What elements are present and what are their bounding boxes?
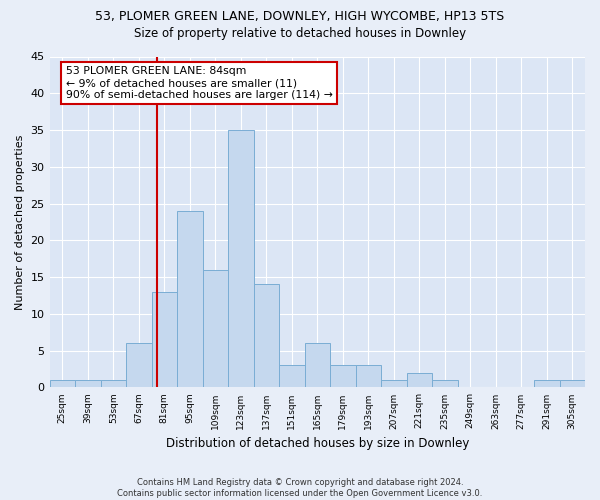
Bar: [203, 270, 228, 388]
Bar: [279, 366, 305, 388]
Bar: [534, 380, 560, 388]
Y-axis label: Number of detached properties: Number of detached properties: [15, 134, 25, 310]
Text: Size of property relative to detached houses in Downley: Size of property relative to detached ho…: [134, 28, 466, 40]
X-axis label: Distribution of detached houses by size in Downley: Distribution of detached houses by size …: [166, 437, 469, 450]
Bar: [356, 366, 381, 388]
Bar: [177, 211, 203, 388]
Bar: [75, 380, 101, 388]
Bar: [381, 380, 407, 388]
Bar: [407, 372, 432, 388]
Bar: [432, 380, 458, 388]
Bar: [560, 380, 585, 388]
Bar: [330, 366, 356, 388]
Bar: [254, 284, 279, 388]
Bar: [101, 380, 126, 388]
Bar: [152, 292, 177, 388]
Text: Contains HM Land Registry data © Crown copyright and database right 2024.
Contai: Contains HM Land Registry data © Crown c…: [118, 478, 482, 498]
Bar: [126, 344, 152, 388]
Bar: [305, 344, 330, 388]
Bar: [50, 380, 75, 388]
Bar: [228, 130, 254, 388]
Text: 53 PLOMER GREEN LANE: 84sqm
← 9% of detached houses are smaller (11)
90% of semi: 53 PLOMER GREEN LANE: 84sqm ← 9% of deta…: [65, 66, 332, 100]
Text: 53, PLOMER GREEN LANE, DOWNLEY, HIGH WYCOMBE, HP13 5TS: 53, PLOMER GREEN LANE, DOWNLEY, HIGH WYC…: [95, 10, 505, 23]
